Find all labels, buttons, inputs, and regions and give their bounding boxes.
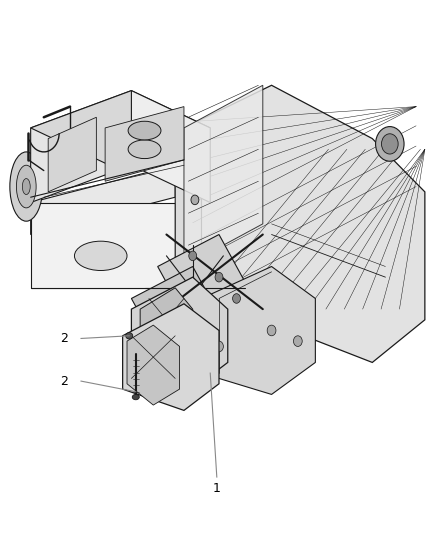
Polygon shape [31,203,175,288]
Polygon shape [105,107,184,181]
Circle shape [233,294,240,303]
Ellipse shape [191,195,199,205]
Ellipse shape [10,152,42,221]
Ellipse shape [128,122,161,140]
Polygon shape [184,85,425,362]
Circle shape [267,325,276,336]
Ellipse shape [22,179,30,195]
Polygon shape [31,165,175,235]
Circle shape [215,341,223,352]
Polygon shape [201,266,315,394]
Circle shape [189,251,197,261]
Polygon shape [184,85,263,266]
Ellipse shape [16,165,36,208]
Polygon shape [123,304,219,410]
Ellipse shape [375,127,404,161]
Polygon shape [131,91,210,203]
Polygon shape [131,266,228,362]
Polygon shape [140,288,193,362]
Polygon shape [48,117,96,192]
Polygon shape [31,91,131,203]
Polygon shape [131,277,228,389]
Ellipse shape [381,134,398,154]
Ellipse shape [126,333,133,339]
Ellipse shape [74,241,127,271]
Circle shape [215,272,223,282]
Circle shape [293,336,302,346]
Text: 2: 2 [60,332,68,345]
Polygon shape [31,91,210,165]
Text: 1: 1 [213,482,221,495]
Polygon shape [127,325,180,405]
Ellipse shape [132,394,139,400]
Polygon shape [175,165,201,288]
Polygon shape [158,235,254,330]
Text: 2: 2 [60,375,68,387]
Ellipse shape [128,140,161,159]
